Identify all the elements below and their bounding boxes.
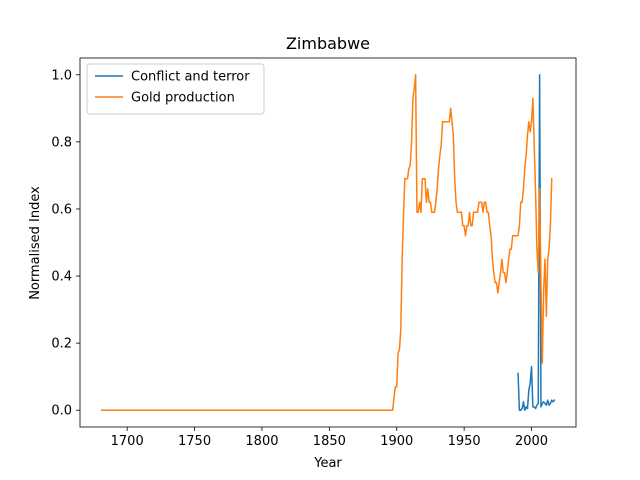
y-tick-label: 1.0 — [51, 68, 72, 83]
plot-area — [100, 74, 556, 411]
axes: 1700 1750 1800 1850 1900 1950 2000 0.0 0.2 0.4 0.6… — [51, 57, 577, 449]
series-line-0 — [517, 74, 556, 411]
x-tick-label: 1950 — [448, 434, 481, 449]
series-line-1 — [100, 74, 553, 411]
y-tick-label: 0.0 — [51, 404, 72, 419]
y-axis-label: Normalised Index — [28, 186, 43, 300]
y-tick-label: 0.2 — [51, 337, 72, 352]
y-tick-label: 0.6 — [51, 202, 72, 217]
x-tick-label: 1850 — [313, 434, 346, 449]
legend-label-1: Gold production — [131, 91, 235, 106]
x-tick-label: 1800 — [245, 434, 278, 449]
y-tick-label: 0.4 — [51, 270, 72, 285]
x-tick-label: 1700 — [111, 434, 144, 449]
x-tick-label: 2000 — [515, 434, 548, 449]
legend: Conflict and terror Gold production — [86, 63, 265, 115]
x-tick-label: 1750 — [178, 434, 211, 449]
legend-label-0: Conflict and terror — [131, 70, 250, 85]
chart-title: Zimbabwe — [286, 34, 370, 53]
legend-box — [86, 63, 265, 115]
x-axis-label: Year — [313, 456, 342, 471]
y-tick-label: 0.8 — [51, 135, 72, 150]
axes-frame — [79, 57, 577, 428]
x-tick-label: 1900 — [380, 434, 413, 449]
